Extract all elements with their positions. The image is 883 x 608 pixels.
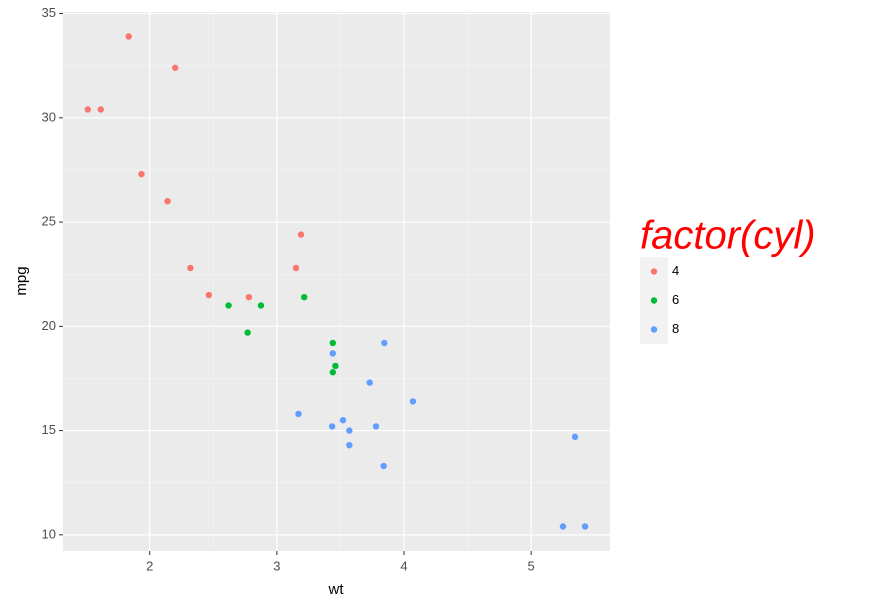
point (245, 293, 253, 301)
point (571, 433, 579, 441)
point (329, 339, 337, 347)
x-tick-label: 4 (400, 558, 407, 573)
y-tick-label: 15 (42, 422, 56, 437)
point (372, 423, 380, 430)
x-tick-label: 3 (273, 558, 280, 573)
point (138, 170, 145, 178)
legend-label: 4 (672, 263, 679, 278)
point (257, 302, 265, 309)
point (97, 106, 104, 113)
y-tick-label: 30 (42, 109, 56, 124)
point (329, 369, 337, 376)
legend-label: 8 (672, 321, 679, 336)
legend-marker (650, 297, 658, 304)
plot-panel (63, 12, 610, 551)
point (244, 329, 251, 336)
point (346, 427, 353, 434)
legend-marker (650, 326, 658, 333)
point (225, 302, 232, 309)
x-tick-label: 2 (146, 558, 153, 573)
y-tick-label: 25 (42, 214, 56, 229)
point (332, 362, 339, 370)
y-tick-label: 10 (42, 526, 56, 541)
point (164, 198, 171, 205)
x-tick-label: 5 (528, 558, 535, 573)
point (381, 339, 388, 347)
legend-title: factor(cyl) (640, 214, 816, 258)
point (301, 293, 308, 301)
point (171, 64, 179, 71)
point (559, 523, 567, 530)
point (187, 264, 194, 272)
point (366, 379, 373, 386)
point (409, 398, 417, 405)
legend-label: 6 (672, 292, 679, 307)
point (84, 106, 91, 113)
y-tick-label: 20 (42, 318, 56, 333)
y-tick-label: 35 (42, 5, 56, 20)
point (581, 523, 589, 530)
point (205, 291, 213, 299)
legend-marker (650, 268, 658, 275)
point (328, 423, 336, 430)
x-axis-title: wt (328, 581, 345, 598)
point (329, 350, 337, 357)
point (295, 410, 302, 418)
point (297, 231, 305, 238)
point (380, 462, 387, 470)
y-axis-title: mpg (13, 266, 30, 295)
point (292, 264, 300, 272)
point (346, 441, 353, 449)
point (125, 33, 132, 40)
point (339, 416, 347, 424)
